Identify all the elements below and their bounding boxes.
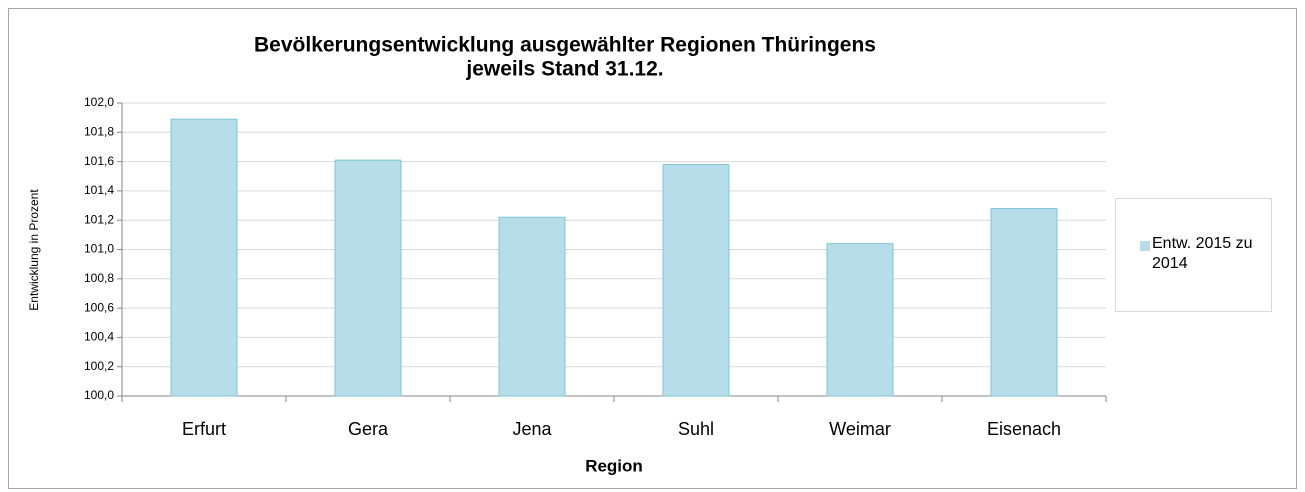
bar [990,207,1058,397]
chart-title: Bevölkerungsentwicklung ausgewählter Reg… [254,34,876,57]
bar [826,243,894,397]
x-tick-label: Eisenach [987,419,1061,439]
bar [662,164,730,397]
y-tick-label: 100,0 [84,388,114,402]
x-tick-label: Gera [348,419,389,439]
bar [498,216,566,397]
y-tick-label: 101,8 [84,124,114,138]
x-tick-label: Jena [512,419,552,439]
legend-swatch [1140,241,1150,251]
y-tick-label: 101,0 [84,242,114,256]
legend-label: Entw. 2015 zu 2014 [1152,235,1253,272]
bar [334,159,402,397]
y-tick-label: 101,2 [84,212,114,226]
chart-subtitle: jeweils Stand 31.12. [465,58,663,81]
y-tick-label: 100,4 [84,330,114,344]
y-tick-label: 101,4 [84,183,114,197]
y-tick-label: 100,2 [84,359,114,373]
legend: Entw. 2015 zu 2014 [1115,198,1272,312]
y-tick-label: 100,8 [84,271,114,285]
bar [170,118,238,397]
x-tick-label: Weimar [829,419,891,439]
x-tick-label: Suhl [678,419,714,439]
y-tick-label: 101,6 [84,154,114,168]
y-tick-label: 102,0 [84,95,114,109]
y-tick-label: 100,6 [84,300,114,314]
y-axis-label: Entwicklung in Prozent [27,189,41,311]
chart-border [8,8,1297,489]
x-axis-label: Region [585,456,643,475]
x-tick-label: Erfurt [182,419,226,439]
